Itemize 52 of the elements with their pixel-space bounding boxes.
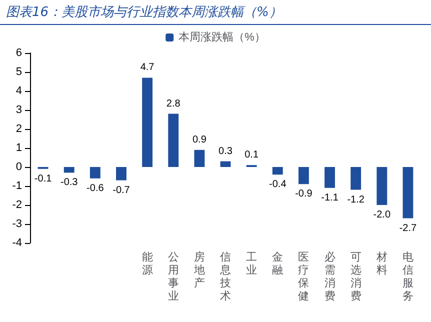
bar (402, 167, 414, 218)
y-tick-label: -1 (12, 180, 22, 192)
x-tick-label: 可选消费 (350, 252, 362, 302)
y-tick-label: 5 (16, 66, 22, 78)
y-tick-label: -3 (12, 218, 22, 230)
data-label: -0.6 (86, 182, 104, 194)
legend-label: 本周涨跌幅（%） (178, 30, 266, 44)
y-tick-label: 6 (16, 47, 22, 59)
y-tick-label: 1 (16, 142, 22, 154)
y-tick-label: -2 (12, 199, 22, 211)
y-tick-label: 2 (16, 123, 22, 135)
x-tick-label: 金融 (272, 252, 284, 276)
x-tick-label: 医疗保健 (298, 252, 310, 302)
y-tick-label: -4 (12, 237, 22, 249)
y-tick-label: 3 (16, 104, 22, 116)
x-tick-label: 材料 (375, 250, 388, 276)
x-tick-label: 工业 (246, 252, 258, 276)
bar (298, 167, 309, 184)
bar (116, 167, 126, 180)
bar (90, 167, 100, 178)
bar (142, 78, 153, 167)
data-label: -0.3 (60, 177, 78, 188)
x-tick-label: 能源 (142, 250, 153, 276)
data-label: -0.9 (295, 188, 313, 200)
x-tick-label: 电信服务 (402, 250, 414, 302)
x-tick-label: 必需消费 (324, 250, 336, 302)
x-tick-label: 房地产 (192, 250, 205, 290)
data-label: -1.2 (347, 194, 365, 206)
x-tick-label: 信息技术 (219, 252, 231, 302)
y-tick-label: 4 (16, 85, 22, 97)
bar (220, 161, 231, 167)
data-label: -0.1 (34, 173, 52, 184)
data-label: 2.8 (166, 98, 181, 110)
data-label: -1.1 (321, 192, 339, 204)
data-label: -0.7 (112, 184, 130, 196)
chart-title: 图表16：美股市场与行业指数本周涨跌幅（%） (0, 0, 431, 25)
data-label: 0.1 (244, 150, 259, 161)
data-label: 0.3 (218, 146, 233, 157)
bar (324, 167, 335, 188)
data-label: 4.7 (140, 62, 155, 74)
bar (376, 167, 388, 205)
y-tick-label: 0 (16, 161, 22, 173)
bar (350, 167, 362, 190)
bar (168, 114, 179, 167)
data-label: -2.7 (399, 222, 418, 234)
x-tick-label: 公用事业 (168, 252, 179, 302)
bar (194, 150, 205, 167)
data-label: -0.4 (269, 179, 287, 190)
data-label: 0.9 (192, 134, 207, 146)
bar (64, 167, 74, 173)
bar (272, 167, 283, 175)
data-label: -2.0 (373, 210, 391, 220)
